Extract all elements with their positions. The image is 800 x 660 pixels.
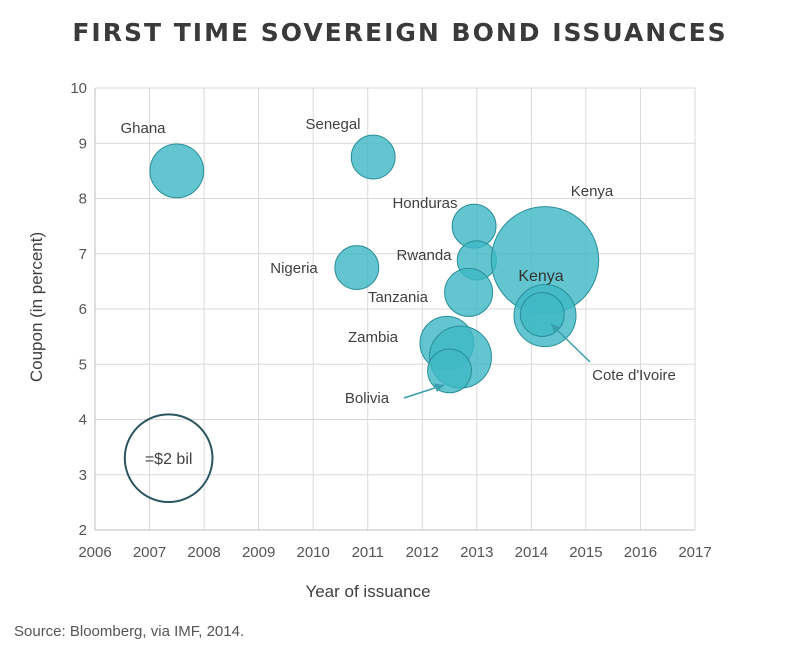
x-tick-label: 2010	[296, 544, 329, 561]
bubble-tanzania	[444, 267, 494, 317]
x-tick-label: 2008	[187, 544, 220, 561]
x-tick-label: 2017	[678, 544, 711, 561]
bubble-label: Rwanda	[396, 247, 452, 264]
x-tick-label: 2014	[515, 544, 548, 561]
bubble-bolivia	[427, 348, 472, 394]
bolivia-pointer	[403, 383, 445, 399]
x-tick-label: 2013	[460, 544, 493, 561]
x-tick-label: 2011	[352, 544, 384, 561]
x-tick-label: 2012	[406, 544, 439, 561]
y-tick-label: 7	[79, 246, 87, 263]
source-note: Source: Bloomberg, via IMF, 2014.	[14, 623, 245, 640]
size-legend: =$2 bil	[123, 413, 214, 504]
bubble-senegal	[350, 134, 396, 180]
x-tick-label: 2007	[133, 544, 166, 561]
chart-title: FIRST TIME SOVEREIGN BOND ISSUANCES	[72, 18, 728, 47]
y-axis-title: Coupon (in percent)	[27, 232, 46, 382]
y-tick-label: 6	[79, 301, 87, 318]
bubble-labels: Ghana Senegal Honduras Kenya Nigeria Rwanda Ke…	[120, 116, 675, 407]
y-tick-label: 5	[79, 356, 87, 373]
x-tick-label: 2016	[624, 544, 657, 561]
bubble-label: Nigeria	[270, 260, 318, 277]
x-tick-label: 2009	[242, 544, 275, 561]
x-tick-label: 2006	[78, 544, 111, 561]
bubble-label: Senegal	[305, 116, 360, 133]
y-tick-label: 2	[79, 522, 87, 539]
bubble-label: Ghana	[120, 120, 166, 137]
bubble-series	[149, 134, 600, 394]
y-tick-label: 8	[79, 191, 87, 208]
bubble-label: Honduras	[392, 195, 457, 212]
bubble-label: Bolivia	[345, 390, 390, 407]
y-tick-label: 3	[79, 467, 87, 484]
chart-grid	[94, 87, 696, 531]
cote-divoire-pointer	[550, 323, 591, 363]
bubble-nigeria	[334, 245, 380, 290]
x-tick-label: 2015	[569, 544, 602, 561]
size-legend-label: =$2 bil	[145, 451, 193, 468]
bubble-label: Zambia	[348, 329, 399, 346]
y-tick-label: 9	[79, 135, 87, 152]
bubble-chart: 2006 2007 2008 2009 2010 2011 2012 2013 2014 2015…	[27, 80, 712, 601]
bubble-label: Tanzania	[368, 289, 429, 306]
x-axis-title: Year of issuance	[305, 582, 430, 601]
bubble-label: Cote d'Ivoire	[592, 367, 676, 384]
size-legend-circle	[123, 413, 214, 504]
y-tick-label: 4	[79, 412, 87, 429]
chart-axes: 2006 2007 2008 2009 2010 2011 2012 2013 2014 2015…	[70, 80, 711, 561]
bubble-label: Kenya	[571, 183, 614, 200]
bubble-label: Kenya	[518, 268, 563, 285]
bubble-ghana	[149, 143, 205, 199]
y-tick-label: 10	[70, 80, 87, 97]
